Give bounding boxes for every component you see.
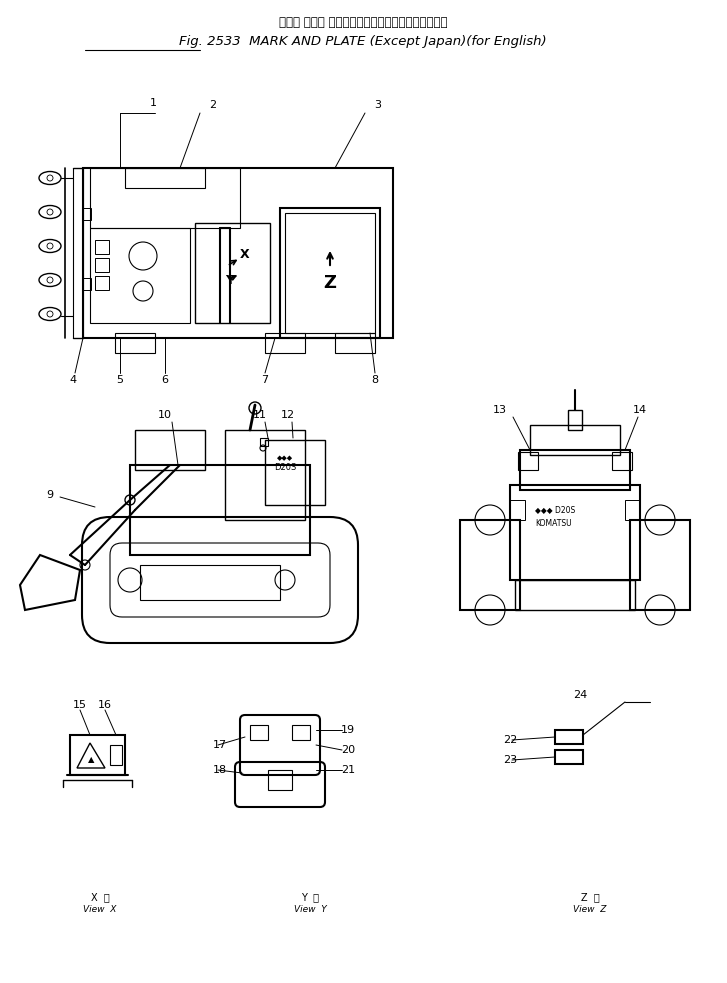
Bar: [268, 770, 292, 790]
Text: KOMATSU: KOMATSU: [535, 518, 571, 528]
Bar: [90, 228, 190, 323]
Text: ◆◆◆: ◆◆◆: [277, 455, 293, 461]
Bar: [83, 278, 91, 290]
Bar: [110, 745, 122, 765]
Bar: [568, 410, 582, 430]
Text: 20: 20: [341, 745, 355, 755]
Bar: [265, 333, 305, 353]
Bar: [95, 240, 109, 254]
Bar: [612, 452, 632, 470]
Bar: [630, 520, 690, 610]
Bar: [135, 430, 205, 470]
Text: Z: Z: [324, 274, 337, 292]
Text: 10: 10: [158, 410, 172, 420]
Bar: [125, 168, 205, 188]
Text: 23: 23: [503, 755, 517, 765]
Bar: [510, 485, 640, 580]
Bar: [530, 425, 620, 455]
Text: D20S: D20S: [274, 464, 296, 473]
Text: 2: 2: [209, 100, 217, 110]
Bar: [195, 223, 270, 323]
Text: 5: 5: [116, 375, 124, 385]
Text: X: X: [240, 249, 250, 261]
Text: ◆◆◆ D20S: ◆◆◆ D20S: [535, 505, 575, 514]
Text: 18: 18: [213, 765, 227, 775]
Text: 11: 11: [253, 410, 267, 420]
Text: 13: 13: [493, 405, 507, 415]
Bar: [90, 168, 240, 228]
Text: Y  矢: Y 矢: [301, 892, 319, 902]
Text: マーク および プレート（海　外　向）（英　　語）: マーク および プレート（海 外 向）（英 語）: [278, 16, 447, 29]
Text: 12: 12: [281, 410, 295, 420]
Bar: [285, 213, 375, 333]
Text: 22: 22: [503, 735, 517, 745]
Text: 6: 6: [161, 375, 169, 385]
Bar: [83, 168, 393, 338]
Bar: [115, 333, 155, 353]
Text: Z  矢: Z 矢: [581, 892, 599, 902]
Text: 21: 21: [341, 765, 355, 775]
Bar: [140, 565, 280, 600]
Bar: [280, 208, 380, 338]
Bar: [460, 520, 520, 610]
Text: ▲: ▲: [88, 756, 95, 765]
Bar: [520, 450, 630, 490]
Text: View  X: View X: [84, 905, 117, 914]
Bar: [250, 725, 268, 740]
Text: 4: 4: [70, 375, 76, 385]
Bar: [95, 276, 109, 290]
Bar: [515, 580, 635, 610]
Bar: [625, 500, 640, 520]
Bar: [265, 440, 325, 505]
Text: 7: 7: [262, 375, 268, 385]
Text: Fig. 2533  MARK AND PLATE (Except Japan)(for English): Fig. 2533 MARK AND PLATE (Except Japan)(…: [179, 35, 547, 48]
Text: 19: 19: [341, 725, 355, 735]
Text: 1: 1: [150, 98, 156, 108]
Bar: [518, 452, 538, 470]
Text: Y: Y: [225, 274, 235, 287]
Bar: [335, 333, 375, 353]
Text: View  Y: View Y: [294, 905, 326, 914]
Text: 24: 24: [573, 690, 587, 700]
Bar: [83, 208, 91, 220]
Text: View  Z: View Z: [574, 905, 607, 914]
Text: X  矢: X 矢: [91, 892, 109, 902]
Text: 17: 17: [213, 740, 227, 750]
Bar: [260, 438, 268, 446]
Bar: [292, 725, 310, 740]
Text: 8: 8: [371, 375, 379, 385]
Text: 16: 16: [98, 700, 112, 710]
Text: 3: 3: [374, 100, 382, 110]
Bar: [225, 430, 305, 520]
Bar: [555, 750, 583, 764]
Text: 15: 15: [73, 700, 87, 710]
Bar: [95, 258, 109, 272]
Text: 14: 14: [633, 405, 647, 415]
Bar: [70, 735, 125, 775]
Text: 9: 9: [47, 490, 54, 500]
Bar: [555, 730, 583, 744]
Bar: [130, 465, 310, 555]
Bar: [510, 500, 525, 520]
